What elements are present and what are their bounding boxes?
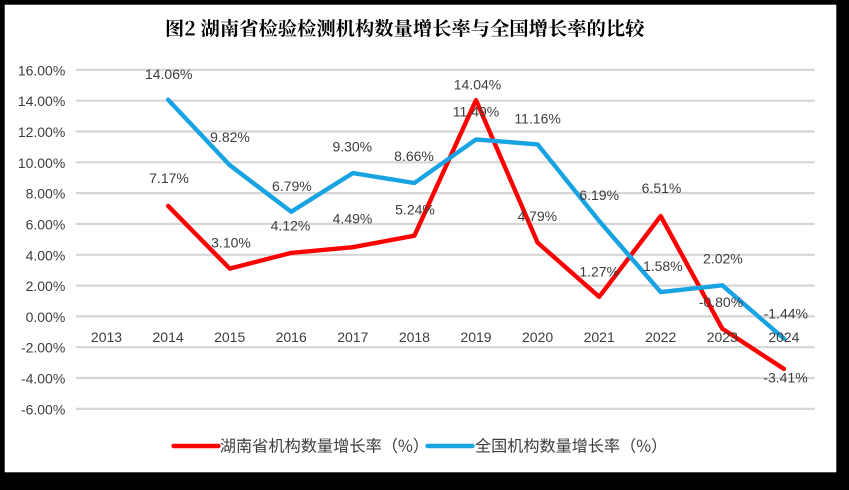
svg-text:-2.00%: -2.00% [21,340,65,356]
svg-text:6.00%: 6.00% [26,216,66,232]
svg-text:3.10%: 3.10% [211,235,251,251]
svg-text:-3.41%: -3.41% [763,370,807,386]
svg-text:16.00%: 16.00% [18,62,65,78]
svg-text:14.04%: 14.04% [454,77,501,93]
svg-text:2016: 2016 [276,329,307,345]
svg-text:2018: 2018 [399,329,430,345]
svg-text:6.51%: 6.51% [642,180,682,196]
svg-text:4.49%: 4.49% [333,210,373,226]
svg-text:-6.00%: -6.00% [21,401,65,417]
svg-text:-0.80%: -0.80% [699,294,743,310]
svg-text:11.49%: 11.49% [453,104,499,120]
svg-text:14.06%: 14.06% [145,66,192,82]
svg-text:4.00%: 4.00% [26,247,66,263]
svg-text:1.27%: 1.27% [579,264,619,280]
svg-text:-4.00%: -4.00% [21,371,65,387]
svg-text:10.00%: 10.00% [18,155,65,171]
svg-text:2021: 2021 [584,329,615,345]
svg-text:8.66%: 8.66% [394,148,434,164]
svg-text:2017: 2017 [337,329,368,345]
svg-text:2.00%: 2.00% [26,278,66,294]
svg-text:2019: 2019 [460,329,491,345]
svg-text:14.00%: 14.00% [18,93,65,109]
svg-text:2020: 2020 [522,329,553,345]
svg-text:2015: 2015 [214,329,245,345]
svg-text:1.58%: 1.58% [643,258,683,274]
svg-text:2023: 2023 [707,329,738,345]
svg-text:9.82%: 9.82% [210,129,250,145]
svg-text:5.24%: 5.24% [395,201,435,217]
svg-text:9.30%: 9.30% [332,138,372,154]
svg-text:2.02%: 2.02% [703,250,743,266]
svg-text:2024: 2024 [768,329,799,345]
svg-text:7.17%: 7.17% [149,170,189,186]
svg-text:12.00%: 12.00% [18,124,65,140]
svg-text:2013: 2013 [91,329,122,345]
svg-text:6.19%: 6.19% [579,187,619,203]
svg-text:4.12%: 4.12% [271,217,311,233]
svg-text:-1.44%: -1.44% [764,305,808,321]
svg-text:8.00%: 8.00% [26,186,66,202]
svg-text:4.79%: 4.79% [517,208,557,224]
svg-text:2022: 2022 [645,329,676,345]
svg-text:11.16%: 11.16% [514,111,560,127]
svg-text:0.00%: 0.00% [26,309,66,325]
svg-text:2014: 2014 [153,329,184,345]
svg-text:6.79%: 6.79% [272,178,312,194]
